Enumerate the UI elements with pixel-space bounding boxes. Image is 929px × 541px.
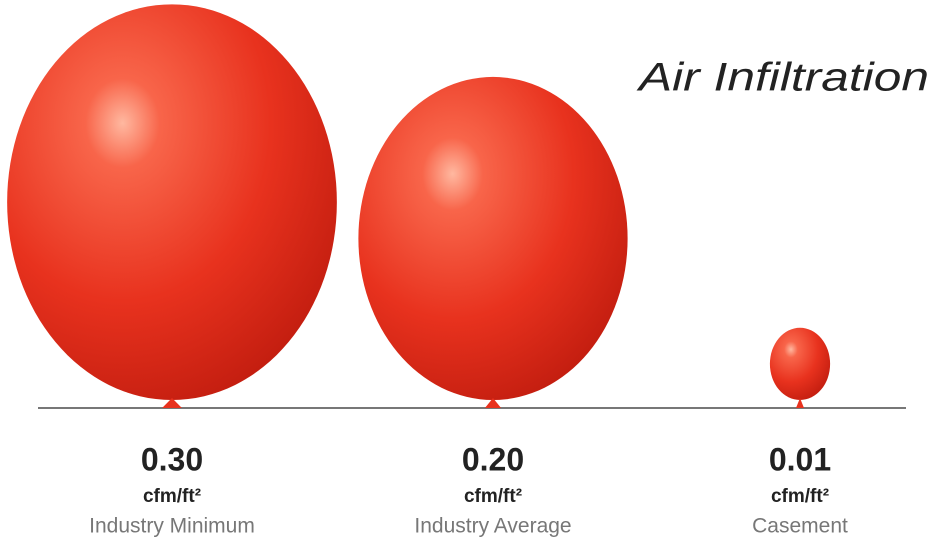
value-label: 0.20	[462, 441, 524, 477]
unit-label: cfm/ft²	[771, 486, 829, 507]
category-label: Industry Average	[414, 515, 571, 538]
balloon-body	[769, 327, 831, 400]
category-label: Casement	[752, 515, 848, 538]
unit-label: cfm/ft²	[464, 486, 522, 507]
value-label: 0.30	[141, 441, 203, 477]
unit-label: cfm/ft²	[143, 486, 201, 507]
category-label: Industry Minimum	[89, 515, 255, 538]
balloon-knot	[484, 398, 502, 408]
balloon-body	[358, 76, 628, 400]
chart-title: Air Infiltration	[637, 56, 929, 100]
balloon-body	[7, 4, 337, 400]
balloon-knot	[162, 398, 182, 408]
balloon	[7, 4, 337, 408]
balloon	[769, 327, 831, 408]
value-label: 0.01	[769, 441, 831, 477]
balloon	[358, 76, 628, 408]
balloon-knot	[796, 398, 804, 408]
